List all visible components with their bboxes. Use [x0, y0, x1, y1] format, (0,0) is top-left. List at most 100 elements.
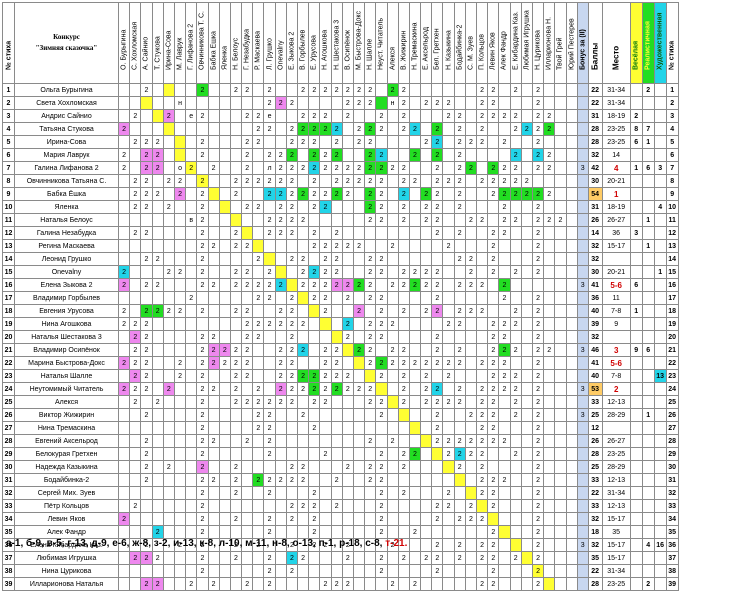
vote-cell — [162, 421, 175, 435]
vote-cell: 2 — [475, 447, 489, 461]
funny-vote-cell — [629, 187, 643, 201]
vote-cell — [117, 499, 131, 513]
vote-cell: 2 — [386, 239, 399, 253]
vote-cell — [352, 421, 366, 435]
vote-cell: 2 — [296, 499, 310, 513]
vote-cell — [487, 122, 500, 136]
vote-cell: 2 — [375, 564, 388, 578]
vote-cell — [520, 421, 533, 435]
vote-cell — [431, 83, 444, 97]
vote-cell: 2 — [487, 577, 500, 591]
vote-cell: 2 — [140, 460, 153, 474]
realistic-vote-cell — [641, 200, 655, 214]
vote-cell — [420, 473, 433, 487]
vote-cell: 2 — [464, 447, 478, 461]
vote-cell: 2 — [364, 174, 377, 188]
vote-cell — [397, 148, 410, 162]
vote-cell: 2 — [140, 317, 153, 331]
vote-cell — [173, 486, 187, 500]
vote-cell: 2 — [442, 499, 455, 513]
vote-cell: 2 — [207, 356, 220, 370]
vote-cell — [229, 317, 243, 331]
vote-cell — [252, 512, 265, 526]
vote-cell — [520, 551, 533, 565]
judge-header-label: Е. Урусова — [310, 35, 318, 70]
vote-cell — [408, 538, 422, 552]
score-cell: 22 — [587, 83, 603, 97]
vote-cell: 2 — [341, 382, 354, 396]
vote-cell: 2 — [431, 330, 444, 344]
vote-cell: 2 — [386, 278, 399, 292]
vote-cell — [565, 512, 578, 526]
vote-cell — [509, 486, 522, 500]
vote-cell — [554, 252, 567, 266]
vote-cell — [185, 460, 198, 474]
vote-cell: 2 — [285, 122, 299, 136]
vote-cell — [420, 512, 433, 526]
judge-header-label: М. Лаврук — [176, 37, 184, 70]
vote-cell — [520, 460, 533, 474]
vote-cell — [151, 434, 164, 448]
judge-header-label: Л. Грушко — [266, 38, 274, 70]
vote-cell: 2 — [531, 512, 545, 526]
vote-cell — [185, 96, 198, 110]
vote-cell: 2 — [487, 499, 500, 513]
footer-legend: а-1, б-9, в-5, г-13, д-9, е-6, ж-8, з-2,… — [6, 538, 407, 549]
vote-cell — [218, 109, 231, 123]
vote-cell: 2 — [475, 421, 489, 435]
vote-cell: 2 — [375, 291, 388, 305]
artistic-vote-cell — [653, 278, 667, 292]
vote-cell — [252, 148, 265, 162]
vote-cell — [543, 499, 556, 513]
vote-cell: 2 — [207, 473, 220, 487]
vote-cell — [252, 239, 265, 253]
vote-cell — [487, 291, 500, 305]
vote-cell: 2 — [308, 109, 321, 123]
vote-cell — [140, 525, 153, 539]
row-number-right: 17 — [665, 291, 679, 305]
vote-cell — [397, 473, 410, 487]
vote-cell — [173, 83, 187, 97]
judge-header: О. Бурыгина — [117, 2, 131, 84]
vote-cell: 2 — [498, 369, 511, 383]
vote-cell: 2 — [196, 83, 209, 97]
vote-cell: 2 — [475, 122, 489, 136]
vote-cell: 2 — [531, 161, 545, 175]
vote-cell — [308, 330, 321, 344]
vote-cell — [140, 512, 153, 526]
row-number: 32 — [2, 486, 15, 500]
vote-cell — [129, 252, 142, 266]
vote-cell — [185, 421, 198, 435]
row-number-right: 34 — [665, 512, 679, 526]
vote-cell — [151, 96, 164, 110]
table-row: 23 Наталья Шалле 2 2 2 2 2 2 2 2 2 2 2 2 2 2 2 2 2 2 2 2 2 40 7-… — [2, 369, 679, 383]
vote-cell — [140, 96, 153, 110]
vote-cell — [218, 564, 231, 578]
vote-cell: 2 — [442, 447, 455, 461]
judge-header-label: Левин Яков — [489, 32, 497, 70]
vote-cell — [117, 239, 131, 253]
bonus-cell: 3 — [576, 161, 589, 175]
vote-cell: 2 — [520, 122, 533, 136]
vote-cell — [319, 564, 332, 578]
vote-cell — [129, 512, 142, 526]
vote-cell — [565, 382, 578, 396]
vote-cell: 2 — [397, 187, 410, 201]
vote-cell: 2 — [543, 148, 556, 162]
vote-cell: 2 — [397, 369, 410, 383]
vote-cell — [386, 304, 399, 318]
vote-cell: 2 — [319, 356, 332, 370]
judge-header-label: Юрий Пестерев — [568, 18, 576, 70]
vote-cell — [565, 135, 578, 149]
row-number-right: 32 — [665, 486, 679, 500]
artistic-vote-cell — [653, 564, 667, 578]
vote-cell: 2 — [375, 213, 388, 227]
vote-cell: 2 — [319, 265, 332, 279]
vote-cell: 2 — [252, 200, 265, 214]
vote-cell: 2 — [241, 83, 254, 97]
vote-cell: 2 — [431, 135, 444, 149]
header-cat-funny-label: Весёлая — [632, 40, 640, 70]
vote-cell — [330, 109, 343, 123]
vote-cell — [453, 486, 466, 500]
vote-cell: 2 — [475, 382, 489, 396]
